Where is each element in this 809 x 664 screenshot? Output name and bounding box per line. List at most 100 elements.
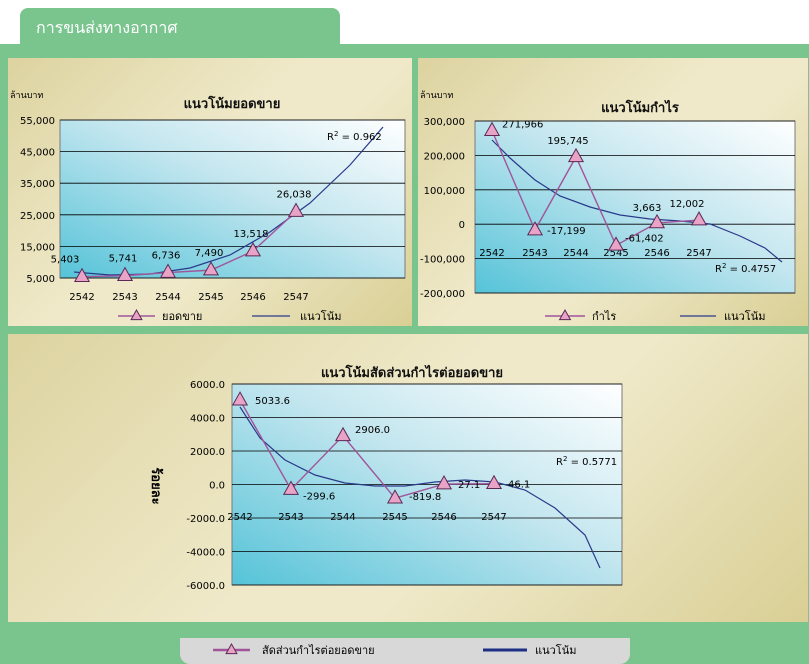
chart-ratio: 6000.0 4000.0 2000.0 0.0 -2000.0 -4000.0 -6000… — [148, 364, 623, 657]
r-squared-prefix: R — [327, 132, 334, 143]
data-point-marker — [116, 266, 134, 281]
legend-series-marker — [558, 308, 572, 321]
x-tick-label: 2543 — [278, 512, 303, 523]
x-tick-label: 2547 — [481, 512, 506, 523]
y-tick-label: 55,000 — [20, 116, 55, 127]
data-label: 195,745 — [547, 136, 588, 147]
y-axis-label: ล้านบาท — [10, 90, 43, 101]
chart-title: แนวโน้มยอดขาย — [184, 95, 281, 112]
plot-area — [59, 119, 406, 279]
y-tick-label: 4000.0 — [190, 414, 225, 425]
x-tick-label: 2544 — [330, 512, 355, 523]
r-squared-value: = 0.5771 — [567, 457, 617, 468]
data-label: 12,002 — [670, 199, 705, 210]
legend-series-marker — [130, 308, 143, 321]
data-point-marker — [282, 480, 300, 495]
x-tick-label: 2547 — [686, 248, 711, 259]
x-tick-label: 2542 — [227, 512, 252, 523]
legend-series-label: ยอดขาย — [162, 310, 202, 323]
r-squared-prefix: R — [715, 264, 722, 275]
r-squared-value: = 0.4757 — [726, 264, 776, 275]
y-tick-label: -200,000 — [420, 289, 465, 300]
r-squared-value: = 0.962 — [338, 132, 381, 143]
y-tick-label: 6000.0 — [190, 380, 225, 391]
data-point-marker — [334, 426, 352, 442]
data-point-marker — [690, 211, 708, 226]
x-tick-label: 2546 — [240, 292, 265, 303]
x-tick-label: 2543 — [522, 248, 547, 259]
data-label: -61,402 — [625, 233, 664, 244]
plot-area — [474, 120, 796, 294]
y-tick-label: -6000.0 — [186, 581, 225, 592]
data-point-marker — [231, 391, 249, 406]
y-axis-label: ล้านบาท — [420, 90, 453, 101]
data-label: 26,038 — [277, 190, 312, 201]
legend-trend-label: แนวโน้ม — [724, 309, 765, 323]
x-tick-label: 2544 — [155, 292, 180, 303]
data-point-marker — [435, 475, 453, 490]
chart-sales: 55,000 45,000 35,000 25,000 15,000 5,000 แนวโน… — [10, 90, 406, 323]
data-point-marker — [607, 236, 625, 251]
data-point-marker — [386, 489, 404, 504]
y-tick-label: 15,000 — [20, 242, 55, 253]
r-squared-superscript: 2 — [334, 130, 338, 138]
data-label: -299.6 — [303, 492, 335, 503]
y-tick-label: 300,000 — [424, 117, 465, 128]
x-tick-label: 2543 — [112, 292, 137, 303]
y-tick-label: -2000.0 — [186, 514, 225, 525]
y-tick-label: -4000.0 — [186, 548, 225, 559]
y-tick-label: 100,000 — [424, 186, 465, 197]
legend-bar — [180, 638, 630, 664]
data-point-marker — [73, 267, 91, 283]
r-squared-superscript: 2 — [722, 262, 726, 270]
r-squared-annotation: R2 = 0.4757 — [715, 262, 776, 275]
trendline — [239, 406, 601, 569]
data-label: 5033.6 — [255, 396, 290, 407]
legend: ยอดขาย แนวโน้ม — [118, 308, 341, 323]
data-label: 46.1 — [508, 480, 530, 491]
x-tick-label: 2547 — [283, 292, 308, 303]
x-tick-label: 2545 — [198, 292, 223, 303]
section-tab — [20, 8, 340, 50]
y-tick-label: 35,000 — [20, 179, 55, 190]
data-point-marker — [202, 261, 220, 276]
data-label: -819.8 — [409, 492, 441, 503]
data-label: 13,518 — [234, 229, 269, 240]
data-label: -17,199 — [547, 226, 586, 237]
y-tick-label: 45,000 — [20, 148, 55, 159]
x-tick-label: 2546 — [644, 248, 669, 259]
x-tick-label: 2545 — [382, 512, 407, 523]
y-tick-label: 200,000 — [424, 151, 465, 162]
r-squared-superscript: 2 — [563, 455, 567, 463]
data-label: 271,966 — [502, 120, 543, 131]
legend-trend-label: แนวโน้ม — [535, 643, 576, 657]
x-tick-label: 2542 — [69, 292, 94, 303]
chart-title: แนวโน้มกำไร — [601, 99, 679, 116]
legend-series-label: กำไร — [592, 310, 616, 323]
legend: กำไร แนวโน้ม — [545, 308, 765, 323]
y-tick-label: -100,000 — [420, 255, 465, 266]
data-label: 2906.0 — [355, 425, 390, 436]
y-tick-label: 0.0 — [209, 481, 225, 492]
legend: สัดส่วนกำไรต่อยอดขาย แนวโน้ม — [213, 642, 576, 657]
y-tick-label: 5,000 — [26, 274, 55, 285]
data-label: 6,736 — [152, 251, 181, 262]
x-tick-label: 2544 — [563, 248, 588, 259]
data-point-marker — [648, 213, 666, 229]
r-squared-annotation: R2 = 0.962 — [327, 130, 382, 143]
data-point-marker — [159, 263, 177, 278]
y-tick-label: 25,000 — [20, 211, 55, 222]
trendline — [491, 139, 783, 263]
data-point-marker — [287, 202, 305, 217]
data-label: 27.1 — [458, 480, 480, 491]
data-point-marker — [526, 221, 544, 236]
data-label: 5,403 — [51, 255, 80, 266]
chart-profit: 300,000 200,000 100,000 0 -100,000 -200,000 แน… — [420, 90, 796, 323]
data-point-marker — [485, 474, 503, 490]
x-tick-label: 2545 — [603, 248, 628, 259]
x-tick-label: 2546 — [431, 512, 456, 523]
legend-trend-label: แนวโน้ม — [300, 309, 341, 323]
data-point-marker — [244, 242, 262, 257]
